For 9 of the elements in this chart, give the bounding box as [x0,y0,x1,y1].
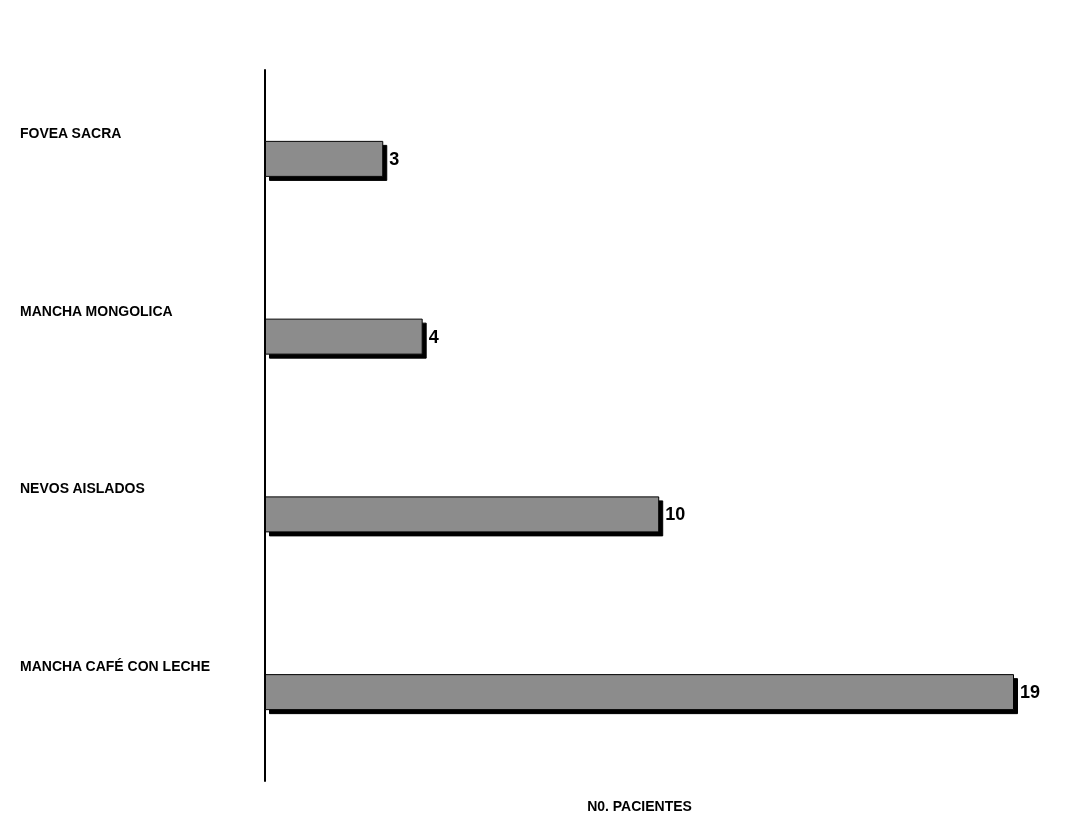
y-tick-label: MANCHA MONGOLICA [20,302,173,319]
y-tick-label: MANCHA CAFÉ CON LECHE [20,658,211,675]
data-label: 19 [1020,682,1041,703]
y-tick-label: FOVEA SACRA [20,124,122,141]
y-tick-label: NEVOS AISLADOS [20,480,145,497]
x-axis-title: N0. PACIENTES [587,798,692,814]
data-label: 3 [389,148,400,169]
data-label: 10 [665,504,686,525]
data-label: 4 [428,326,439,347]
